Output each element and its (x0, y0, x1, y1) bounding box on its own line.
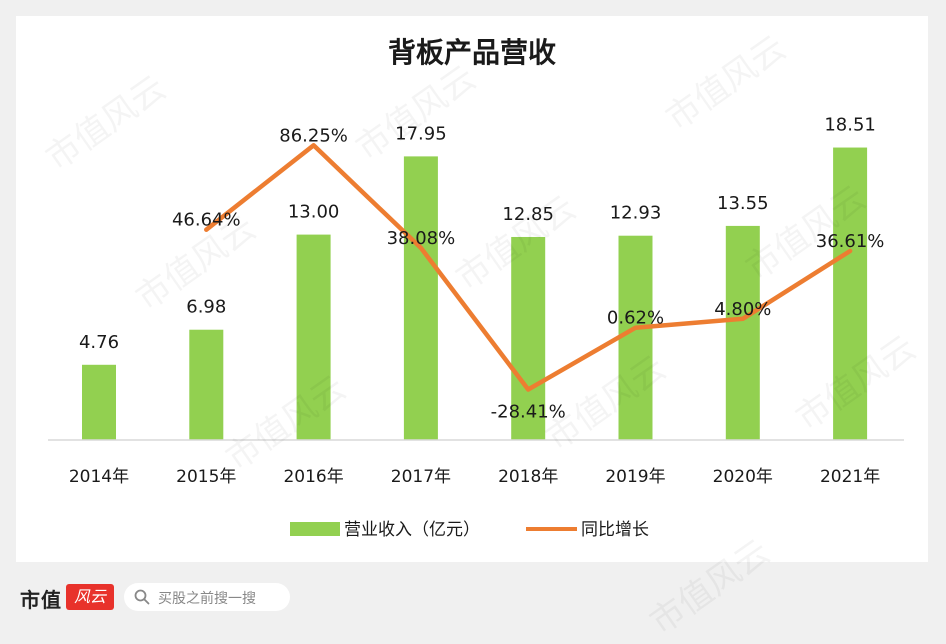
x-ticks-layer: 2014年 2015年 2016年 2017年 2018年 2019年 2020年 2021年 (69, 467, 880, 487)
revenue-bar (725, 225, 760, 440)
legend-label-growth: 同比增长 (581, 520, 649, 540)
revenue-bar (296, 234, 331, 440)
revenue-bar (833, 147, 868, 441)
growth-label: 86.25% (279, 125, 348, 146)
x-tick-label: 2015年 (176, 467, 236, 487)
x-tick-label: 2014年 (69, 467, 129, 487)
growth-label: 38.08% (387, 228, 456, 249)
revenue-bar-label: 4.76 (79, 332, 119, 353)
revenue-bar-label: 13.55 (717, 193, 769, 214)
x-tick-label: 2016年 (283, 467, 343, 487)
bars-layer: 4.76 6.98 13.00 17.95 12.85 12.93 13.55 18.51 (79, 115, 876, 441)
x-tick-label: 2021年 (820, 467, 880, 487)
x-tick-label: 2017年 (391, 467, 451, 487)
x-tick-label: 2020年 (713, 467, 773, 487)
x-tick-label: 2018年 (498, 467, 558, 487)
line-layer: 46.64% 86.25% 38.08% -28.41% 0.62% 4.80% 36.61… (172, 125, 884, 422)
growth-label: 46.64% (172, 210, 241, 231)
revenue-bar-label: 12.93 (610, 203, 662, 224)
search-box[interactable]: 买股之前搜一搜 (124, 583, 290, 611)
legend: 营业收入（亿元） 同比增长 (290, 520, 649, 540)
legend-swatch-revenue (290, 522, 340, 536)
revenue-bar (82, 364, 116, 440)
revenue-bar-label: 12.85 (502, 204, 554, 225)
revenue-bar (618, 235, 653, 440)
revenue-bar-label: 17.95 (395, 123, 447, 144)
chart-svg: 背板产品营收 4.76 6.98 13.00 17.95 12.85 12.93 13.55… (48, 36, 904, 540)
search-icon (134, 589, 150, 605)
revenue-bar-label: 6.98 (186, 297, 226, 318)
chart-title: 背板产品营收 (388, 36, 556, 69)
growth-label: 0.62% (607, 308, 664, 329)
brand-logo-text: 市值 (20, 588, 62, 612)
growth-label: 36.61% (816, 231, 885, 252)
chart-card: 背板产品营收 4.76 6.98 13.00 17.95 12.85 12.93 13.55… (16, 16, 928, 562)
revenue-bar-label: 18.51 (824, 115, 876, 136)
growth-label: 4.80% (714, 299, 771, 320)
growth-label: -28.41% (491, 402, 566, 423)
revenue-bar-label: 13.00 (288, 202, 340, 223)
revenue-bar (511, 236, 546, 440)
revenue-bar (403, 156, 438, 440)
revenue-bar (189, 329, 224, 440)
growth-line (204, 143, 853, 392)
x-tick-label: 2019年 (605, 467, 665, 487)
legend-label-revenue: 营业收入（亿元） (344, 520, 480, 540)
search-placeholder: 买股之前搜一搜 (158, 591, 256, 607)
brand-logo-mark: 风云 (66, 584, 114, 610)
